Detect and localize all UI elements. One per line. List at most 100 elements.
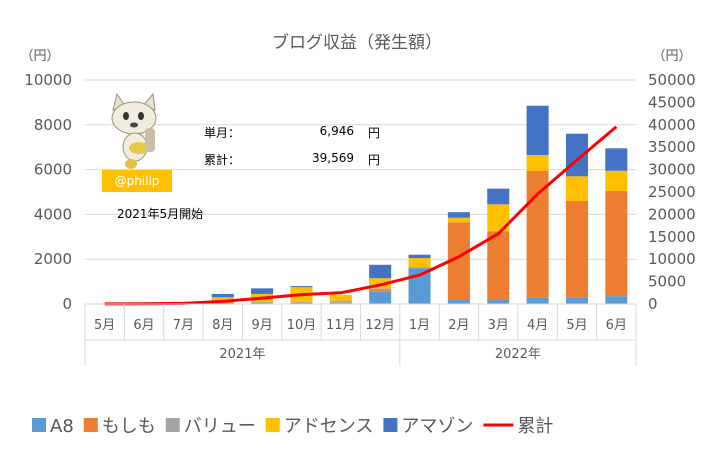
- bar-segment: [565, 176, 588, 201]
- legend-swatch: [265, 418, 280, 432]
- x-tick-label: 7月: [173, 318, 194, 333]
- bar-segment: [487, 204, 510, 232]
- left-axis-unit: （円）: [20, 49, 59, 64]
- y-right-tick-label: 50000: [648, 71, 696, 89]
- legend-label: もしも: [102, 416, 156, 437]
- cumulative-series-line: [104, 125, 618, 306]
- y-left-tick-label: 8000: [34, 116, 72, 134]
- total-label: 累計：: [204, 153, 241, 167]
- bar-segment: [211, 297, 234, 301]
- bar-segment: [526, 170, 549, 298]
- bar-segment: [605, 170, 628, 191]
- y-right-tick-label: 5000: [648, 273, 686, 291]
- bar-segment: [290, 301, 313, 303]
- bar-segment: [251, 301, 274, 303]
- handle-badge: @philip: [102, 170, 172, 192]
- legend-swatch: [32, 418, 46, 432]
- right-axis-unit: （円）: [652, 49, 691, 64]
- bar-segment: [447, 212, 470, 218]
- legend-label: A8: [50, 416, 74, 437]
- bar-segment: [369, 291, 392, 304]
- bar-segment: [605, 190, 628, 297]
- chart-title: ブログ収益（発生額）: [272, 32, 442, 53]
- legend-swatch: [383, 418, 398, 432]
- bar-segment: [565, 200, 588, 298]
- legend-swatch: [165, 418, 180, 432]
- legend-label: アドセンス: [284, 416, 374, 437]
- x-tick-label: 6月: [606, 318, 627, 333]
- y-left-tick-label: 2000: [34, 250, 72, 268]
- x-tick-label: 10月: [287, 318, 317, 333]
- gridlines: [85, 79, 636, 305]
- y-right-tick-label: 35000: [648, 138, 696, 156]
- bar-segment: [526, 297, 549, 304]
- legend-label: 累計: [517, 416, 553, 437]
- bar-segment: [526, 105, 549, 156]
- bar-segment: [290, 302, 313, 304]
- legend-label: アマゾン: [401, 416, 473, 437]
- x-tick-label: 3月: [488, 318, 509, 333]
- bar-segment: [605, 148, 628, 171]
- bar-segment: [565, 297, 588, 304]
- x-tick-label: 12月: [365, 318, 395, 333]
- bar-segment: [251, 288, 274, 294]
- y-left-tick-label: 10000: [24, 71, 72, 89]
- bar-segment: [487, 231, 510, 300]
- y-left-tick-label: 4000: [34, 205, 72, 223]
- bar-segment: [487, 299, 510, 304]
- stacked-bars: [93, 105, 628, 304]
- left-axis-ticks: 0 2000 4000 6000 8000 10000: [24, 71, 72, 313]
- x-tick-label: 1月: [409, 318, 430, 333]
- bar-segment: [408, 258, 431, 268]
- y-right-tick-label: 20000: [648, 205, 696, 223]
- x-tick-label: 8月: [212, 318, 233, 333]
- bar-segment: [447, 217, 470, 223]
- bar-segment: [408, 254, 431, 259]
- x-tick-label: 2月: [448, 318, 469, 333]
- bar-segment: [447, 222, 470, 300]
- cat-mascot-image: [111, 92, 157, 169]
- bar-segment: [526, 155, 549, 171]
- legend-label: バリュー: [184, 416, 256, 437]
- bar-segment: [369, 264, 392, 279]
- monthly-unit: 円: [368, 126, 381, 140]
- y-right-tick-label: 10000: [648, 250, 696, 268]
- cumulative-line: [104, 125, 618, 306]
- bar-segment: [329, 300, 352, 303]
- bar-segment: [487, 188, 510, 205]
- bar-segment: [605, 296, 628, 304]
- x-axis: 5月 6月 7月 8月 9月 10月 11月 12月 1月 2月 3月 4月 5月 6月 2021年 2022…: [84, 303, 637, 366]
- bar-segment: [211, 293, 234, 298]
- bar-segment: [211, 301, 234, 304]
- total-value: 39,569: [312, 151, 354, 165]
- total-unit: 円: [368, 153, 381, 167]
- y-right-tick-label: 30000: [648, 161, 696, 179]
- bar-segment: [369, 278, 392, 289]
- x-tick-label: 4月: [527, 318, 548, 333]
- x-group-label: 2022年: [495, 347, 541, 362]
- bar-segment: [290, 286, 313, 288]
- bar-segment: [447, 299, 470, 304]
- y-right-tick-label: 40000: [648, 116, 696, 134]
- legend-swatch: [83, 418, 98, 432]
- x-tick-label: 9月: [251, 318, 272, 333]
- y-left-tick-label: 0: [62, 295, 72, 313]
- x-tick-label: 6月: [133, 318, 154, 333]
- bar-segment: [369, 288, 392, 290]
- monthly-label: 単月：: [204, 126, 241, 140]
- y-right-tick-label: 0: [648, 295, 658, 313]
- start-note: 2021年5月開始: [117, 207, 204, 221]
- bar-segment: [329, 302, 352, 304]
- y-right-tick-label: 15000: [648, 228, 696, 246]
- bar-segment: [251, 302, 274, 304]
- x-tick-label: 5月: [566, 318, 587, 333]
- y-left-tick-label: 6000: [34, 161, 72, 179]
- y-right-tick-label: 25000: [648, 183, 696, 201]
- legend: A8 もしも バリュー アドセンス アマゾン 累計: [32, 416, 553, 437]
- monthly-value: 6,946: [319, 124, 354, 138]
- x-tick-label: 11月: [326, 318, 356, 333]
- bar-segment: [408, 267, 431, 269]
- x-group-label: 2021年: [219, 347, 265, 362]
- y-right-tick-label: 45000: [648, 93, 696, 111]
